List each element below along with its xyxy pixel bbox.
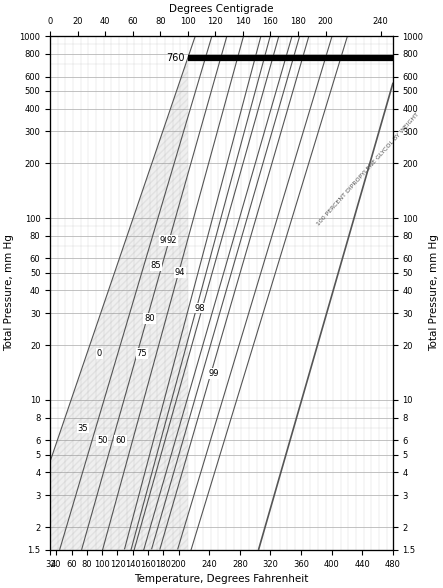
Text: 90: 90: [159, 236, 170, 245]
Text: 60: 60: [115, 436, 126, 445]
Text: 760: 760: [166, 53, 185, 63]
Text: 80: 80: [144, 314, 155, 323]
Text: 35: 35: [78, 423, 88, 433]
X-axis label: Degrees Centigrade: Degrees Centigrade: [169, 4, 274, 14]
Text: 98: 98: [195, 303, 206, 313]
Text: 99: 99: [209, 369, 219, 378]
Text: 94: 94: [175, 268, 186, 278]
Text: 75: 75: [136, 349, 147, 358]
Y-axis label: Total Pressure, mm Hg: Total Pressure, mm Hg: [429, 235, 439, 352]
Text: 92: 92: [167, 236, 177, 245]
X-axis label: Temperature, Degrees Fahrenheit: Temperature, Degrees Fahrenheit: [134, 574, 309, 584]
Text: 85: 85: [151, 261, 161, 270]
Text: 0: 0: [97, 349, 102, 358]
Text: 50: 50: [97, 436, 108, 445]
Y-axis label: Total Pressure, mm Hg: Total Pressure, mm Hg: [4, 235, 14, 352]
Text: 100 PERCENT DIPROPYLENE GLYCOL BY WEIGHT: 100 PERCENT DIPROPYLENE GLYCOL BY WEIGHT: [316, 112, 420, 226]
